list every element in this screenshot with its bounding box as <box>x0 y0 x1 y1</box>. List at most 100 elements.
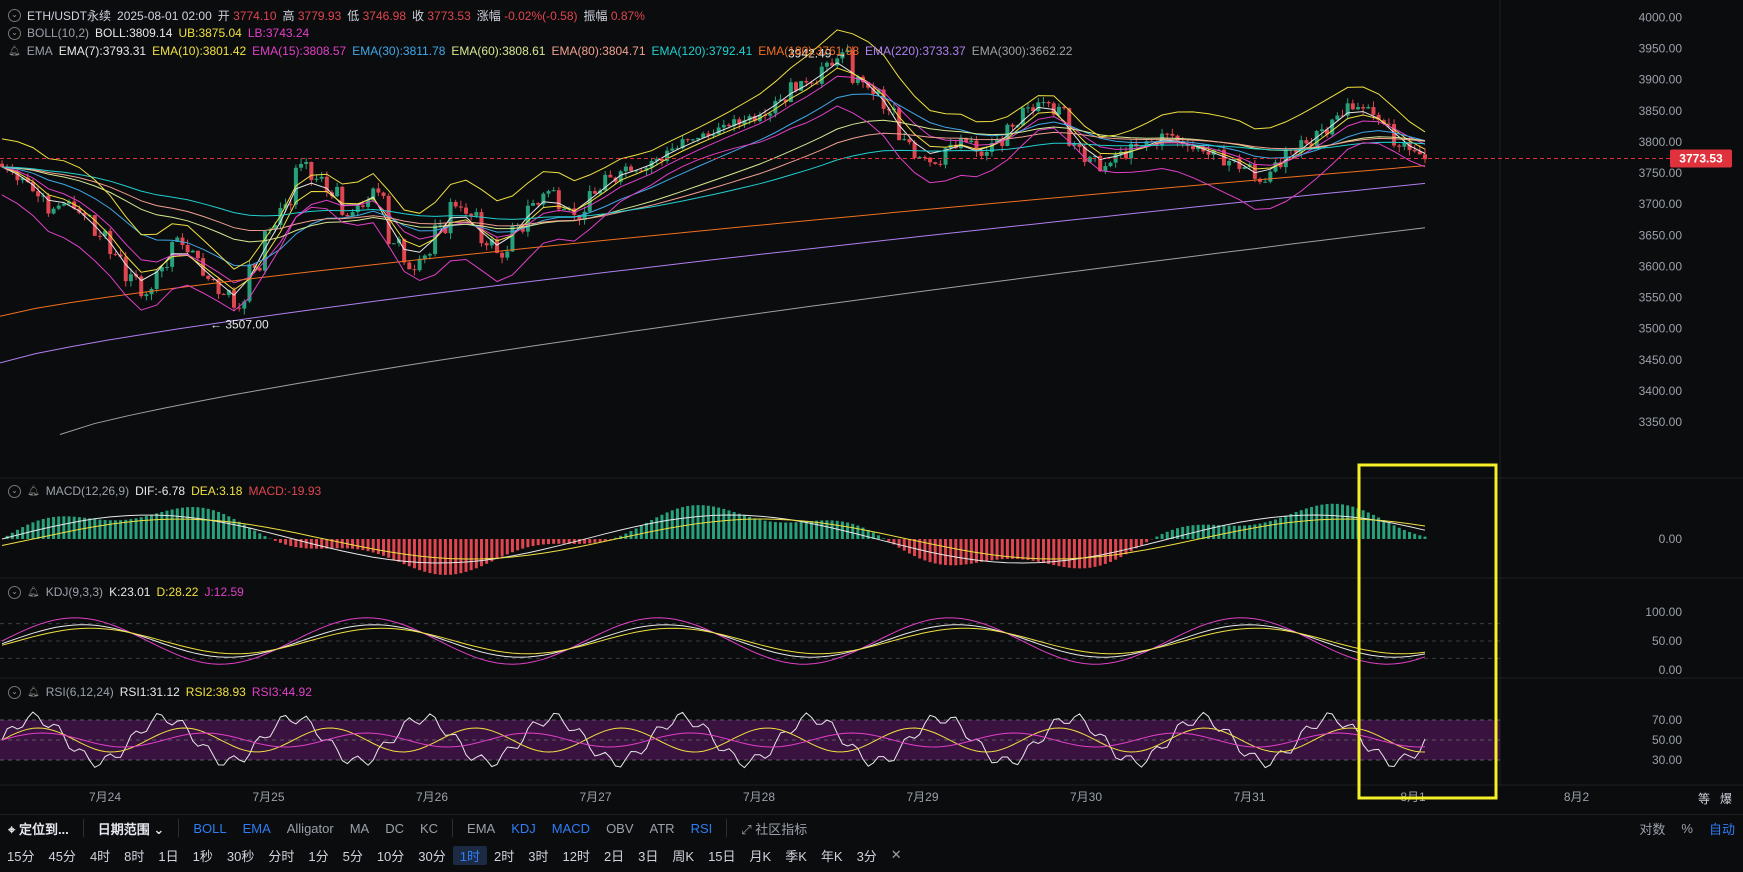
period-6-button[interactable]: 30秒 <box>226 848 255 864</box>
indicator-obv-button[interactable]: OBV <box>606 820 634 836</box>
candle-body <box>1258 178 1263 182</box>
x-tick-label: 7月29 <box>906 790 938 804</box>
candle-body <box>1010 124 1015 127</box>
candle-body <box>474 212 479 216</box>
period-1-button[interactable]: 45分 <box>48 848 76 864</box>
candle-body <box>943 148 948 165</box>
candle-body <box>1423 154 1427 160</box>
bell-icon[interactable]: 🔔︎ <box>27 485 40 497</box>
ema-legend-item: EMA(60):3808.61 <box>451 44 546 58</box>
period-11-button[interactable]: 30分 <box>418 848 446 864</box>
rsi-axis-label: 30.00 <box>1652 753 1682 767</box>
indicator-rsi-button[interactable]: RSI <box>690 820 713 836</box>
macd-bar <box>603 539 607 541</box>
indicator-kdj-button[interactable]: KDJ <box>511 820 536 836</box>
candle-body <box>933 162 938 164</box>
candle-body <box>1062 106 1067 109</box>
bell-icon[interactable]: 🔔︎ <box>27 686 40 698</box>
macd-bar <box>1206 524 1210 539</box>
date-range-button[interactable]: 日期范围 ⌄ <box>97 821 165 837</box>
period-4-button[interactable]: 1日 <box>158 848 179 864</box>
collapse-icon[interactable]: ⌄ <box>8 26 21 40</box>
period-2-button[interactable]: 4时 <box>89 848 111 864</box>
period-9-button[interactable]: 5分 <box>342 848 363 864</box>
period-19-button[interactable]: 15日 <box>708 848 736 864</box>
macd-bar <box>547 539 551 545</box>
indicator-macd-button[interactable]: MACD <box>551 820 591 836</box>
macd-bar <box>139 517 143 539</box>
indicator-boll-button[interactable]: BOLL <box>193 820 227 836</box>
period-12-button[interactable]: 1时 <box>452 845 487 865</box>
macd-bar <box>1062 539 1066 568</box>
candle-body <box>242 301 247 309</box>
macd-bar <box>284 539 288 545</box>
candle-body <box>845 50 850 53</box>
kdj-legend[interactable]: ⌄ 🔔︎ KDJ(9,3,3) K:23.01 D:28.22 J:12.59 <box>8 585 244 599</box>
indicator-kc-button[interactable]: KC <box>419 820 439 836</box>
close-icon[interactable]: ✕ <box>890 847 902 862</box>
locate-button[interactable]: ⌖ 定位到... <box>8 821 69 837</box>
macd-bar <box>949 539 953 566</box>
collapse-icon[interactable]: ⌄ <box>8 585 21 599</box>
period-17-button[interactable]: 3日 <box>638 848 659 864</box>
macd-bar <box>964 539 968 565</box>
indicator-atr-button[interactable]: ATR <box>649 820 675 836</box>
period-8-button[interactable]: 1分 <box>308 848 329 864</box>
candle-body <box>304 161 309 165</box>
price-tick-label: 3800.00 <box>1639 135 1683 149</box>
log-scale-button[interactable]: 对数 <box>1639 821 1666 837</box>
macd-bar <box>289 539 293 546</box>
collapse-icon[interactable]: ⌄ <box>8 685 21 699</box>
boll-legend[interactable]: ⌄ BOLL(10,2) BOLL:3809.14 UB:3875.04 LB:… <box>8 26 309 40</box>
price-tick-label: 3500.00 <box>1639 322 1683 336</box>
rsi-legend[interactable]: ⌄ 🔔︎ RSI(6,12,24) RSI1:31.12 RSI2:38.93 … <box>8 685 312 699</box>
macd-bar <box>1289 513 1293 539</box>
period-16-button[interactable]: 2日 <box>603 848 625 864</box>
auto-scale-button[interactable]: 自动 <box>1708 821 1735 837</box>
indicator-ema-button[interactable]: EMA <box>242 820 271 836</box>
bell-icon[interactable]: 🔔︎ <box>27 586 40 598</box>
period-3-button[interactable]: 8时 <box>124 848 145 864</box>
indicator-alligator-button[interactable]: Alligator <box>286 820 334 836</box>
indicator-ma-button[interactable]: MA <box>349 820 370 836</box>
period-18-button[interactable]: 周K <box>672 848 695 864</box>
bell-icon[interactable]: 🔔︎ <box>8 45 21 57</box>
rsi-1: RSI1:31.12 <box>119 685 180 699</box>
indicator-ema-button[interactable]: EMA <box>467 820 496 836</box>
period-22-button[interactable]: 年K <box>820 848 843 864</box>
zoom-label[interactable]: 等 <box>1698 792 1711 806</box>
ema-legend[interactable]: 🔔︎ EMA EMA(7):3793.31 EMA(10):3801.42 EMA(… <box>8 44 1072 58</box>
macd-bar <box>1201 524 1205 539</box>
period-7-button[interactable]: 分时 <box>268 848 295 864</box>
macd-bar <box>882 538 886 539</box>
macd-bar <box>1361 510 1365 539</box>
collapse-icon[interactable]: ⌄ <box>8 9 21 22</box>
candle-body <box>1046 102 1051 104</box>
period-14-button[interactable]: 3时 <box>528 848 549 864</box>
period-15-button[interactable]: 12时 <box>562 848 590 864</box>
period-10-button[interactable]: 10分 <box>376 848 405 864</box>
macd-bar <box>160 511 164 539</box>
macd-bar <box>500 539 504 557</box>
chart-canvas[interactable]: 4000.00 3950.00 3900.00 3850.00 3800.00 3750.… <box>0 0 1743 814</box>
candle-body <box>1397 145 1402 147</box>
candle-body <box>299 164 304 168</box>
scale-label[interactable]: 爆 <box>1720 792 1733 806</box>
period-5-button[interactable]: 1秒 <box>192 848 213 864</box>
candle-body <box>211 278 216 280</box>
macd-bar <box>335 539 339 549</box>
period-21-button[interactable]: 季K <box>785 848 807 864</box>
macd-legend[interactable]: ⌄ 🔔︎ MACD(12,26,9) DIF:-6.78 DEA:3.18 MA… <box>8 484 321 498</box>
percent-scale-button[interactable]: % <box>1681 820 1693 836</box>
macd-bar <box>15 529 19 539</box>
period-13-button[interactable]: 2时 <box>494 848 515 864</box>
candle-body <box>1221 149 1226 166</box>
macd-bar <box>108 520 112 539</box>
candle-body <box>721 124 726 128</box>
period-23-button[interactable]: 3分 <box>856 848 877 864</box>
community-indicator-button[interactable]: ⤢ 社区指标 <box>741 821 808 837</box>
period-0-button[interactable]: 15分 <box>7 848 35 864</box>
indicator-dc-button[interactable]: DC <box>385 820 404 836</box>
period-20-button[interactable]: 月K <box>749 848 772 864</box>
collapse-icon[interactable]: ⌄ <box>8 484 21 498</box>
